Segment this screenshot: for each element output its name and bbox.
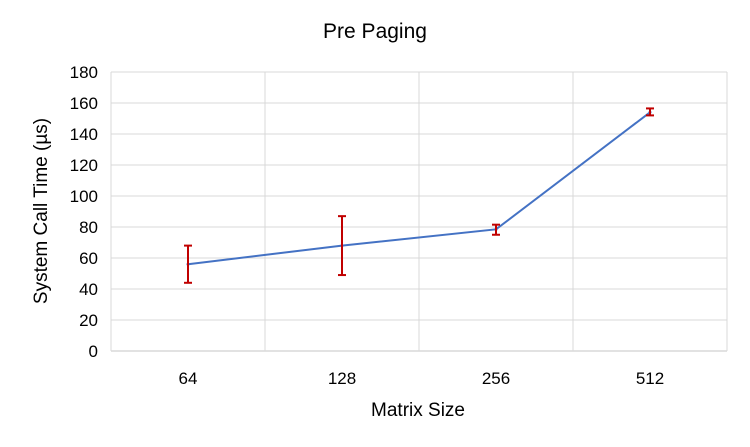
error-bar [492,223,500,236]
gridlines [110,71,728,351]
x-tick-label: 64 [179,369,198,388]
y-tick-label: 20 [79,311,98,330]
x-tick-label: 256 [482,369,510,388]
y-axis-title: System Call Time (µs) [31,118,52,304]
y-tick-label: 180 [70,63,98,82]
y-tick-label: 60 [79,249,98,268]
series-line [187,111,651,266]
error-bar [646,107,654,117]
error-bar [184,244,192,284]
y-tick-label: 80 [79,218,98,237]
y-tick-label: 0 [89,342,98,361]
y-tick-label: 160 [70,94,98,113]
x-tick-label: 512 [636,369,664,388]
x-axis-ticks: 64 128 256 512 [179,369,665,388]
x-axis-title: Matrix Size [371,400,465,421]
y-tick-label: 140 [70,125,98,144]
y-axis-ticks: 0 20 40 60 80 100 120 140 160 180 [70,63,98,361]
y-tick-label: 100 [70,187,98,206]
chart-title: Pre Paging [323,20,427,43]
x-tick-label: 128 [328,369,356,388]
y-tick-label: 120 [70,156,98,175]
y-tick-label: 40 [79,280,98,299]
error-bar [338,215,346,277]
error-bars [184,107,654,284]
